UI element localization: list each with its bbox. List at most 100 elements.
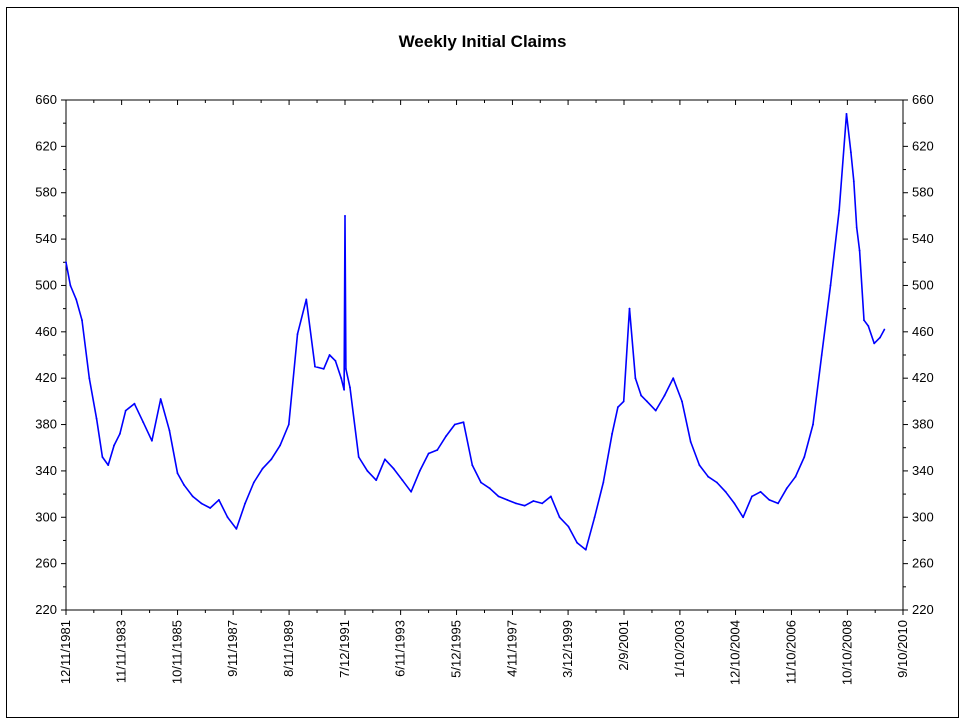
data-point — [418, 470, 421, 472]
data-point — [602, 481, 605, 484]
x-tick-label: 8/11/1989 — [281, 620, 296, 677]
data-point — [176, 472, 179, 475]
data-point — [445, 435, 447, 438]
y-tick-label-right: 380 — [912, 417, 934, 432]
data-point — [689, 441, 692, 443]
data-point — [217, 498, 220, 501]
plot-area — [65, 99, 904, 611]
y-tick-label-left: 580 — [35, 185, 57, 200]
data-point — [858, 249, 861, 252]
data-point — [883, 328, 886, 331]
y-tick-label-left: 620 — [35, 138, 57, 153]
y-tick-label-right: 220 — [912, 602, 934, 617]
data-point — [777, 502, 779, 505]
data-point — [133, 402, 136, 405]
x-tick-label: 7/12/1991 — [337, 620, 352, 678]
data-point — [340, 377, 343, 380]
data-point — [142, 421, 145, 424]
data-point — [287, 423, 290, 426]
data-point — [314, 365, 316, 368]
y-tick-label-left: 460 — [35, 324, 57, 339]
data-point — [159, 398, 162, 400]
data-point — [873, 342, 876, 345]
x-tick-label: 9/11/1987 — [225, 620, 240, 677]
x-tick-label: 3/12/1999 — [560, 620, 575, 678]
data-point — [663, 394, 666, 397]
data-point — [634, 377, 637, 380]
data-point — [863, 319, 865, 322]
data-point — [334, 359, 337, 362]
data-point — [724, 490, 727, 493]
data-point — [593, 516, 596, 519]
data-point — [681, 400, 683, 403]
data-point — [410, 490, 413, 493]
data-point — [616, 406, 619, 409]
series-line — [65, 113, 886, 551]
data-point — [322, 368, 325, 370]
data-point — [344, 215, 346, 217]
data-point — [252, 481, 255, 484]
y-tick-label-right: 420 — [912, 370, 934, 385]
data-point — [401, 479, 404, 482]
data-point — [375, 479, 378, 482]
data-point — [328, 354, 331, 356]
data-point — [716, 481, 718, 484]
x-tick-label: 10/10/2008 — [839, 620, 854, 685]
y-tick-label-left: 660 — [35, 92, 57, 107]
y-tick-label-right: 620 — [912, 138, 934, 153]
data-point — [879, 336, 881, 339]
data-point — [855, 226, 858, 229]
x-tick-label: 12/10/2004 — [728, 620, 743, 685]
data-point — [820, 354, 823, 356]
x-tick-label: 9/10/2010 — [895, 620, 910, 678]
data-point — [506, 498, 509, 501]
line-chart: 220 220 260 260 300 300 340 340 380 380 420 420 460 4… — [35, 92, 934, 685]
data-point — [65, 261, 67, 264]
data-point — [107, 464, 110, 467]
data-point — [95, 417, 98, 420]
y-tick-label-left: 380 — [35, 417, 57, 432]
data-point — [584, 548, 587, 551]
x-tick-label: 11/10/2006 — [783, 620, 798, 684]
data-point — [750, 495, 753, 498]
data-point — [366, 470, 369, 472]
data-point — [532, 500, 535, 502]
x-tick-label: 4/11/1997 — [504, 620, 519, 677]
data-point — [759, 490, 762, 493]
y-tick-label-left: 340 — [35, 463, 57, 478]
x-tick-label: 6/11/1993 — [393, 620, 408, 677]
x-tick-label: 2/9/2001 — [616, 620, 631, 671]
data-point — [829, 284, 832, 287]
data-point — [497, 495, 500, 498]
data-point — [191, 495, 194, 498]
data-point — [852, 180, 855, 183]
y-tick-label-right: 300 — [912, 509, 934, 524]
data-point — [69, 284, 72, 287]
data-point — [550, 495, 552, 498]
chart-frame: Weekly Initial Claims 220 220 260 260 300 300… — [6, 7, 959, 718]
y-tick-label-right: 460 — [912, 324, 934, 339]
y-tick-label-left: 300 — [35, 509, 57, 524]
data-point — [845, 113, 848, 115]
data-point — [462, 421, 465, 424]
x-tick-label: 1/10/2003 — [672, 620, 687, 678]
data-point — [733, 502, 736, 505]
data-point — [576, 541, 579, 544]
y-tick-label-right: 540 — [912, 231, 934, 246]
data-point — [453, 423, 456, 426]
data-point — [707, 475, 710, 478]
y-tick-label-left: 220 — [35, 602, 57, 617]
data-point — [849, 151, 852, 154]
data-point — [279, 444, 281, 447]
data-point — [640, 394, 643, 397]
data-point — [392, 467, 395, 470]
data-point — [794, 475, 797, 478]
data-point — [567, 525, 570, 528]
data-point — [480, 481, 482, 484]
data-point — [200, 502, 203, 505]
y-tick-label-right: 660 — [912, 92, 934, 107]
data-point — [768, 498, 771, 501]
data-point — [436, 449, 439, 451]
data-point — [270, 458, 273, 461]
data-point — [349, 386, 351, 389]
